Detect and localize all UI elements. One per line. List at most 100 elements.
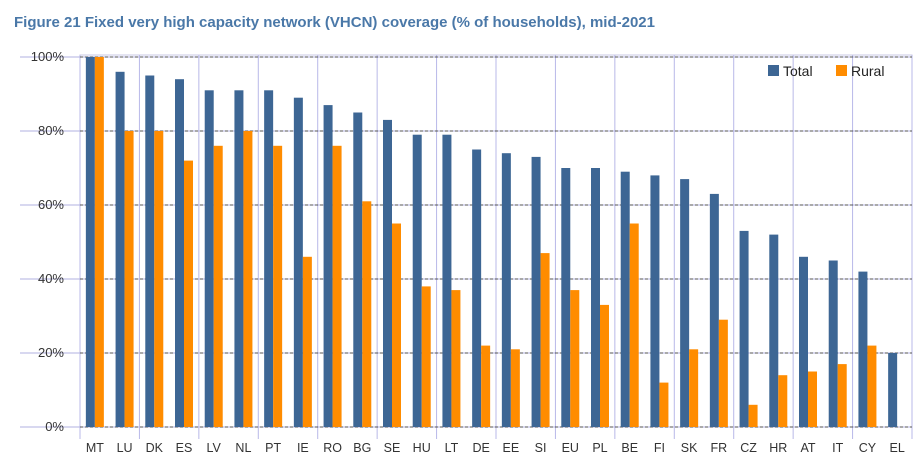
bar-total-ee xyxy=(501,153,511,427)
bars xyxy=(85,57,898,428)
bar-rural-nl xyxy=(243,131,253,427)
x-tick-label: BG xyxy=(353,441,371,455)
y-tick-label: 0% xyxy=(45,419,64,434)
bar-rural-si xyxy=(540,253,550,427)
x-tick-label: CZ xyxy=(740,441,757,455)
bar-total-el xyxy=(888,353,898,427)
x-tick-label: CY xyxy=(859,441,877,455)
bar-rural-dk xyxy=(154,131,164,427)
bar-rural-se xyxy=(392,223,401,427)
x-tick-label: EU xyxy=(562,441,579,455)
bar-total-fr xyxy=(709,193,719,427)
x-tick-label: LV xyxy=(207,441,222,455)
legend-swatch-total xyxy=(768,65,779,76)
bar-total-pl xyxy=(591,168,600,427)
x-tick-label: DK xyxy=(146,441,164,455)
bar-rural-at xyxy=(808,371,817,427)
bar-total-mt xyxy=(85,57,95,427)
bar-rural-it xyxy=(837,364,847,427)
x-tick-label: FI xyxy=(654,441,665,455)
y-tick-label: 100% xyxy=(31,49,65,64)
x-tick-label: HR xyxy=(769,441,787,455)
bar-total-it xyxy=(828,260,838,427)
bar-rural-cz xyxy=(748,404,758,427)
legend: Total Rural xyxy=(768,63,884,79)
x-tick-label: PL xyxy=(592,441,607,455)
bar-total-cy xyxy=(858,271,868,427)
x-tick-label: MT xyxy=(86,441,104,455)
bar-rural-ee xyxy=(510,349,520,427)
x-tick-label: HU xyxy=(413,441,431,455)
bar-rural-eu xyxy=(570,290,580,427)
bar-total-nl xyxy=(234,90,244,428)
x-tick-label: DE xyxy=(472,441,489,455)
x-tick-label: IT xyxy=(832,441,843,455)
x-tick-label: SE xyxy=(384,441,401,455)
x-tick-label: RO xyxy=(323,441,342,455)
x-tick-label: EE xyxy=(503,441,520,455)
x-tick-label: NL xyxy=(235,441,251,455)
bar-rural-lt xyxy=(451,290,461,427)
bar-total-eu xyxy=(561,168,571,427)
bar-total-bg xyxy=(353,112,363,427)
bar-rural-ro xyxy=(332,145,342,428)
bar-total-pt xyxy=(264,90,274,428)
y-tick-label: 60% xyxy=(38,197,64,212)
x-tick-label: LU xyxy=(117,441,133,455)
y-axis-ticks: 0% 20% 40% 60% 80% 100% xyxy=(31,49,65,434)
x-tick-label: SI xyxy=(535,441,547,455)
bar-total-lv xyxy=(204,90,214,428)
legend-swatch-rural xyxy=(836,65,847,76)
x-tick-label: LT xyxy=(445,441,459,455)
bar-total-es xyxy=(175,79,184,427)
bar-total-fi xyxy=(650,175,660,427)
bar-rural-sk xyxy=(689,349,699,427)
y-tick-label: 40% xyxy=(38,271,64,286)
bar-rural-es xyxy=(184,160,193,427)
bar-rural-lu xyxy=(124,131,134,427)
bar-total-sk xyxy=(680,179,690,427)
bar-total-dk xyxy=(145,75,155,427)
y-tick-label: 20% xyxy=(38,345,64,360)
bar-rural-hr xyxy=(778,375,788,427)
bar-rural-de xyxy=(481,345,491,427)
bar-total-be xyxy=(620,171,630,427)
bar-rural-hu xyxy=(421,286,431,427)
x-tick-label: FR xyxy=(711,441,728,455)
bar-total-lu xyxy=(115,71,125,428)
bar-total-cz xyxy=(739,230,749,427)
y-tick-label: 80% xyxy=(38,123,64,138)
x-tick-label: EL xyxy=(889,441,904,455)
bar-rural-lv xyxy=(213,145,223,428)
x-tick-label: ES xyxy=(176,441,193,455)
bar-rural-mt xyxy=(94,57,104,427)
bar-total-lt xyxy=(442,134,452,427)
x-tick-label: BE xyxy=(621,441,638,455)
x-axis-ticks: MT LU DK ES LV NL PT IE RO BG SE HU LT DE EE SI EU PL BE FI… xyxy=(86,441,905,455)
gridlines xyxy=(20,54,913,439)
bar-total-hr xyxy=(769,234,779,427)
bar-rural-fi xyxy=(659,382,669,427)
bar-total-si xyxy=(531,156,541,427)
x-tick-label: PT xyxy=(265,441,281,455)
bar-rural-cy xyxy=(867,345,877,427)
legend-label-total: Total xyxy=(783,63,813,79)
chart-title: Figure 21 Fixed very high capacity netwo… xyxy=(14,14,655,31)
x-tick-label: SK xyxy=(681,441,698,455)
bar-rural-pt xyxy=(273,145,283,428)
bar-total-hu xyxy=(412,134,422,427)
bar-rural-bg xyxy=(362,201,372,427)
bar-rural-fr xyxy=(718,319,728,427)
bar-rural-pl xyxy=(600,304,609,427)
bar-rural-ie xyxy=(302,256,312,427)
legend-label-rural: Rural xyxy=(851,63,884,79)
bar-total-de xyxy=(472,149,482,427)
bar-rural-be xyxy=(629,223,639,427)
bar-total-at xyxy=(799,256,808,427)
bar-total-ie xyxy=(293,97,303,427)
x-tick-label: AT xyxy=(800,441,815,455)
bar-total-ro xyxy=(323,105,333,427)
bar-total-se xyxy=(383,119,392,428)
x-tick-label: IE xyxy=(297,441,309,455)
